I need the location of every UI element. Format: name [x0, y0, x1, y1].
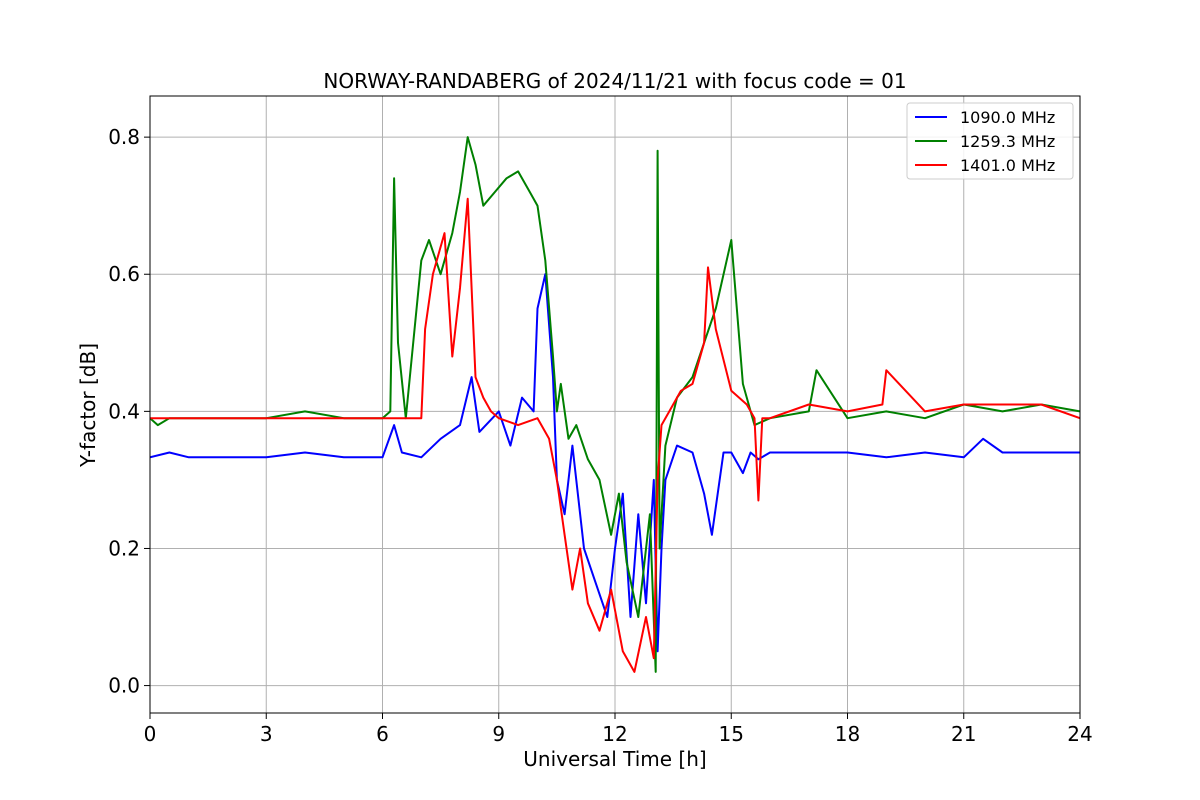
legend-label: 1090.0 MHz [960, 108, 1055, 127]
legend-label: 1259.3 MHz [960, 132, 1055, 151]
x-axis-ticks: 0 3 6 9 12 15 18 21 24 [144, 713, 1093, 746]
y-tick-label: 0.4 [108, 399, 140, 423]
x-tick-label: 9 [492, 722, 505, 746]
x-axis-label: Universal Time [h] [523, 747, 706, 771]
series-lines [150, 136, 1080, 673]
y-tick-label: 0.2 [108, 536, 140, 560]
y-tick-label: 0.6 [108, 262, 140, 286]
x-tick-label: 12 [602, 722, 627, 746]
x-tick-label: 21 [951, 722, 976, 746]
x-tick-label: 24 [1067, 722, 1092, 746]
legend-box [906, 102, 1074, 180]
x-tick-label: 15 [719, 722, 744, 746]
series-line-3 [150, 197, 1080, 673]
x-tick-label: 0 [144, 722, 157, 746]
legend-label: 1401.0 MHz [960, 156, 1055, 175]
y-tick-label: 0.0 [108, 674, 140, 698]
series-line-2 [150, 136, 1080, 673]
series-line-1 [150, 273, 1080, 653]
chart-title: NORWAY-RANDABERG of 2024/11/21 with focu… [323, 69, 906, 93]
x-tick-label: 6 [376, 722, 389, 746]
x-tick-label: 18 [835, 722, 860, 746]
y-axis-label: Y-factor [dB] [76, 343, 100, 468]
y-axis-ticks: 0.0 0.2 0.4 0.6 0.8 [108, 125, 150, 698]
legend: 1090.0 MHz 1259.3 MHz 1401.0 MHz [906, 102, 1074, 180]
x-tick-label: 3 [260, 722, 273, 746]
y-tick-label: 0.8 [108, 125, 140, 149]
